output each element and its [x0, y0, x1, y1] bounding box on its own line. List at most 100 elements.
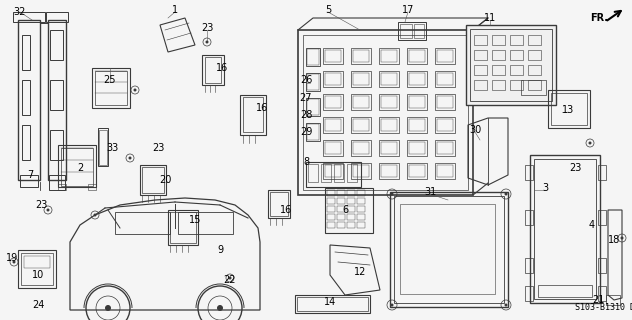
Bar	[303, 35, 468, 190]
Bar	[307, 99, 319, 115]
Bar	[50, 80, 63, 110]
Text: 16: 16	[216, 63, 228, 73]
Bar	[379, 163, 399, 179]
Text: 13: 13	[562, 105, 574, 115]
Bar	[435, 71, 455, 87]
Text: 24: 24	[32, 300, 44, 310]
Bar	[414, 24, 424, 38]
Bar	[379, 140, 399, 156]
Text: 27: 27	[300, 93, 312, 103]
Bar	[295, 295, 370, 313]
Bar	[18, 250, 56, 288]
Bar	[297, 297, 368, 311]
Text: 21: 21	[592, 295, 604, 305]
Text: 11: 11	[484, 13, 496, 23]
Bar	[435, 117, 455, 133]
Bar	[525, 165, 533, 180]
Bar	[492, 80, 505, 90]
Bar	[435, 94, 455, 110]
Bar	[50, 130, 63, 160]
Bar	[528, 50, 541, 60]
Bar	[24, 256, 50, 268]
Bar	[351, 94, 371, 110]
Bar	[381, 50, 397, 62]
Bar	[474, 80, 487, 90]
Bar	[323, 94, 343, 110]
Bar	[205, 57, 221, 83]
Bar	[548, 90, 590, 128]
Bar	[327, 190, 335, 196]
Bar	[95, 71, 127, 105]
Bar	[325, 50, 341, 62]
Bar	[99, 130, 107, 165]
Bar	[243, 97, 263, 132]
Bar	[357, 198, 365, 204]
Bar	[528, 80, 541, 90]
Bar	[381, 96, 397, 108]
Bar	[474, 65, 487, 75]
Bar	[474, 50, 487, 60]
Bar	[492, 50, 505, 60]
Bar	[321, 164, 331, 182]
Bar	[353, 119, 369, 131]
Bar	[21, 253, 53, 285]
Text: 7: 7	[27, 170, 33, 180]
Bar	[598, 210, 606, 225]
Bar	[337, 222, 345, 228]
Bar	[525, 286, 533, 301]
Bar	[534, 159, 596, 299]
Bar	[437, 50, 453, 62]
Bar	[327, 222, 335, 228]
Bar	[20, 175, 38, 187]
Bar	[525, 210, 533, 225]
Text: 23: 23	[35, 200, 47, 210]
Bar	[351, 140, 371, 156]
Text: 29: 29	[300, 127, 312, 137]
Bar	[307, 74, 319, 90]
Bar	[390, 192, 508, 307]
Bar	[598, 258, 606, 273]
Text: 25: 25	[104, 75, 116, 85]
Text: 3: 3	[542, 183, 548, 193]
Bar	[407, 48, 427, 64]
Bar	[510, 80, 523, 90]
Bar	[347, 198, 355, 204]
Bar	[98, 128, 108, 166]
Bar	[525, 258, 533, 273]
Text: 6: 6	[342, 205, 348, 215]
Bar	[435, 140, 455, 156]
Bar	[407, 163, 427, 179]
Bar	[379, 117, 399, 133]
Bar	[22, 35, 30, 70]
Bar	[337, 214, 345, 220]
Circle shape	[391, 193, 394, 196]
Circle shape	[229, 276, 231, 279]
Bar	[400, 204, 495, 294]
Bar	[379, 71, 399, 87]
Bar	[306, 48, 320, 66]
Bar	[538, 285, 592, 297]
Bar	[598, 286, 606, 301]
Text: 1: 1	[172, 5, 178, 15]
Text: 23: 23	[569, 163, 581, 173]
Bar	[351, 163, 371, 179]
Bar	[409, 73, 425, 85]
Text: 19: 19	[6, 253, 18, 263]
Bar	[92, 68, 130, 108]
Text: 28: 28	[300, 110, 312, 120]
Bar	[298, 30, 473, 195]
Text: 14: 14	[324, 297, 336, 307]
Circle shape	[588, 141, 592, 145]
Bar	[353, 165, 369, 177]
Text: S103-B1310 D: S103-B1310 D	[575, 303, 632, 313]
Bar	[347, 214, 355, 220]
Bar	[347, 190, 355, 196]
Text: 18: 18	[608, 235, 620, 245]
Bar	[357, 222, 365, 228]
Bar	[48, 20, 66, 180]
Bar	[409, 119, 425, 131]
Bar	[598, 165, 606, 180]
Bar	[528, 35, 541, 45]
Bar	[323, 140, 343, 156]
Bar	[400, 24, 412, 38]
